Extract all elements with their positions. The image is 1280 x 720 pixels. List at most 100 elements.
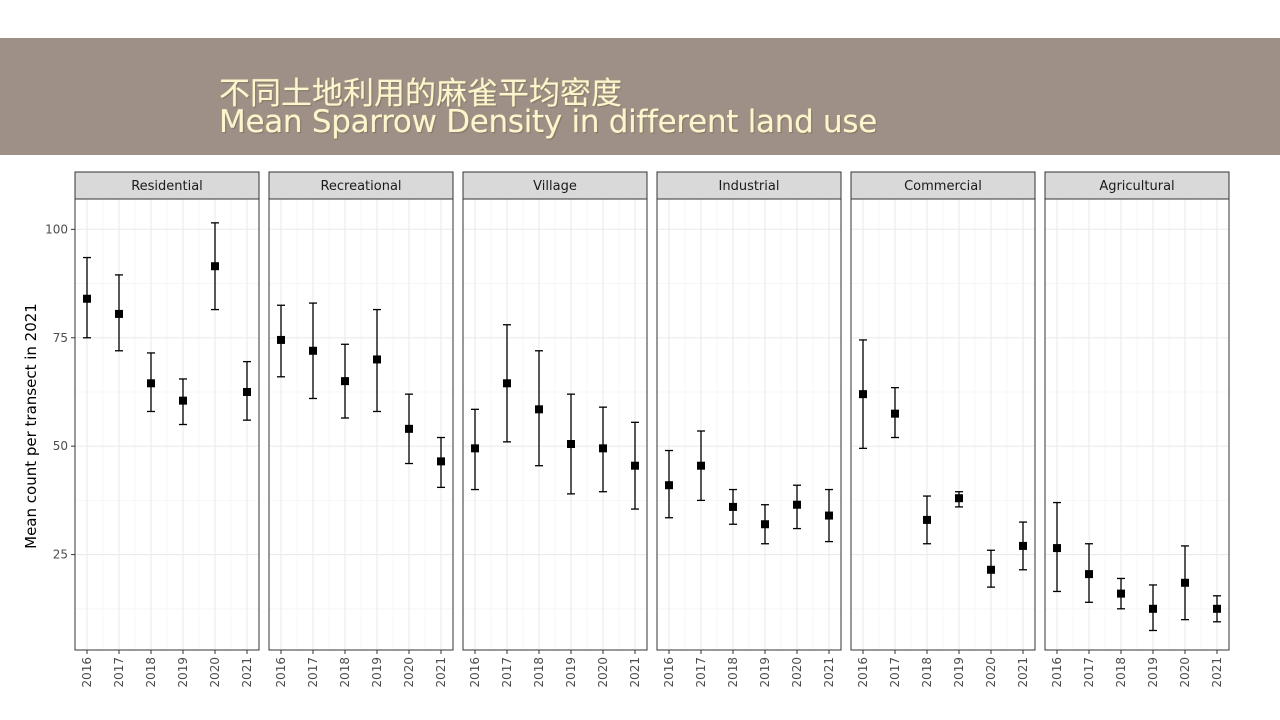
data-point — [437, 457, 445, 466]
data-point — [503, 379, 511, 388]
data-point — [83, 294, 91, 303]
facet-strip-label: Recreational — [320, 179, 401, 194]
x-tick-label: 2017 — [694, 657, 708, 688]
data-point — [277, 335, 285, 344]
x-tick-label: 2019 — [952, 657, 966, 688]
title-banner: 不同土地利用的麻雀平均密度 Mean Sparrow Density in di… — [0, 38, 1280, 155]
x-tick-label: 2016 — [274, 657, 288, 688]
facet-panel-residential: Residential 2016 2017 2018 2019 2020 2021 — [74, 171, 260, 688]
data-point — [1019, 541, 1027, 550]
x-tick-label: 2019 — [564, 657, 578, 688]
data-point — [1085, 570, 1093, 579]
x-tick-label: 2020 — [790, 657, 804, 688]
x-tick-label: 2021 — [240, 657, 254, 688]
x-tick-label: 2021 — [1016, 657, 1030, 688]
facet-strip — [74, 171, 260, 200]
data-point — [761, 520, 769, 529]
facet-panel-village: Village 2016 2017 2018 2019 2020 2021 — [462, 171, 648, 688]
data-point — [115, 309, 123, 318]
data-point — [891, 409, 899, 418]
data-point — [405, 424, 413, 433]
data-point — [471, 444, 479, 453]
x-tick-label: 2018 — [726, 657, 740, 688]
x-tick-label: 2018 — [144, 657, 158, 688]
x-tick-label: 2016 — [468, 657, 482, 688]
facet-strip — [1044, 171, 1230, 200]
data-point — [793, 500, 801, 509]
x-tick-label: 2018 — [532, 657, 546, 688]
x-tick-label: 2017 — [500, 657, 514, 688]
x-tick-label: 2020 — [402, 657, 416, 688]
data-point — [147, 379, 155, 388]
x-tick-label: 2018 — [920, 657, 934, 688]
x-tick-label: 2021 — [1210, 657, 1224, 688]
x-tick-label: 2020 — [208, 657, 222, 688]
data-point — [631, 461, 639, 470]
x-tick-label: 2018 — [338, 657, 352, 688]
facet-strip — [850, 171, 1036, 200]
facet-panel-recreational: Recreational 2016 2017 2018 2019 2020 2021 — [268, 171, 454, 688]
data-point — [665, 481, 673, 490]
data-point — [697, 461, 705, 470]
chart-title-chinese: 不同土地利用的麻雀平均密度 — [219, 76, 622, 112]
x-tick-label: 2016 — [662, 657, 676, 688]
y-tick-label: 50 — [53, 439, 68, 453]
facet-strip-label: Village — [533, 179, 577, 194]
facet-strip-label: Residential — [131, 179, 203, 194]
data-point — [341, 377, 349, 386]
x-tick-label: 2017 — [306, 657, 320, 688]
facet-strip — [656, 171, 842, 200]
x-tick-label: 2016 — [1050, 657, 1064, 688]
data-point — [567, 440, 575, 449]
data-point — [729, 502, 737, 511]
facet-panel-agricultural: Agricultural 2016 2017 2018 2019 2020 2021 — [1044, 171, 1230, 688]
data-point — [243, 387, 251, 396]
x-tick-label: 2021 — [822, 657, 836, 688]
x-tick-label: 2019 — [1146, 657, 1160, 688]
y-tick-label: 100 — [45, 222, 68, 236]
x-tick-label: 2017 — [888, 657, 902, 688]
data-point — [923, 515, 931, 524]
x-tick-label: 2019 — [758, 657, 772, 688]
data-point — [373, 355, 381, 364]
data-point — [859, 390, 867, 399]
data-point — [211, 262, 219, 271]
facet-strip — [462, 171, 648, 200]
facet-strip-label: Agricultural — [1099, 179, 1174, 194]
facet-strip-label: Industrial — [719, 179, 780, 194]
x-tick-label: 2016 — [856, 657, 870, 688]
data-point — [825, 511, 833, 520]
x-tick-label: 2021 — [628, 657, 642, 688]
x-tick-label: 2017 — [1082, 657, 1096, 688]
facet-strip — [268, 171, 454, 200]
data-point — [309, 346, 317, 355]
facet-panel-industrial: Industrial 2016 2017 2018 2019 2020 2021 — [656, 171, 842, 688]
data-point — [1117, 589, 1125, 598]
x-tick-label: 2020 — [984, 657, 998, 688]
x-tick-label: 2019 — [370, 657, 384, 688]
chart-title-english: Mean Sparrow Density in different land u… — [219, 104, 877, 140]
facet-panel-commercial: Commercial 2016 2017 2018 2019 2020 2021 — [850, 171, 1036, 688]
x-tick-label: 2019 — [176, 657, 190, 688]
x-tick-label: 2017 — [112, 657, 126, 688]
data-point — [1053, 544, 1061, 553]
x-tick-label: 2018 — [1114, 657, 1128, 688]
facet-strip-label: Commercial — [904, 179, 982, 194]
x-tick-label: 2016 — [80, 657, 94, 688]
y-tick-label: 75 — [53, 331, 68, 345]
y-axis: 25 50 75 100 — [45, 222, 75, 562]
data-point — [955, 494, 963, 503]
y-axis-title: Mean count per transect in 2021 — [22, 303, 40, 549]
data-point — [1181, 578, 1189, 587]
data-point — [987, 565, 995, 574]
y-tick-label: 25 — [53, 548, 68, 562]
x-tick-label: 2021 — [434, 657, 448, 688]
data-point — [179, 396, 187, 405]
data-point — [599, 444, 607, 453]
x-tick-label: 2020 — [596, 657, 610, 688]
data-point — [535, 405, 543, 414]
data-point — [1149, 604, 1157, 613]
x-tick-label: 2020 — [1178, 657, 1192, 688]
